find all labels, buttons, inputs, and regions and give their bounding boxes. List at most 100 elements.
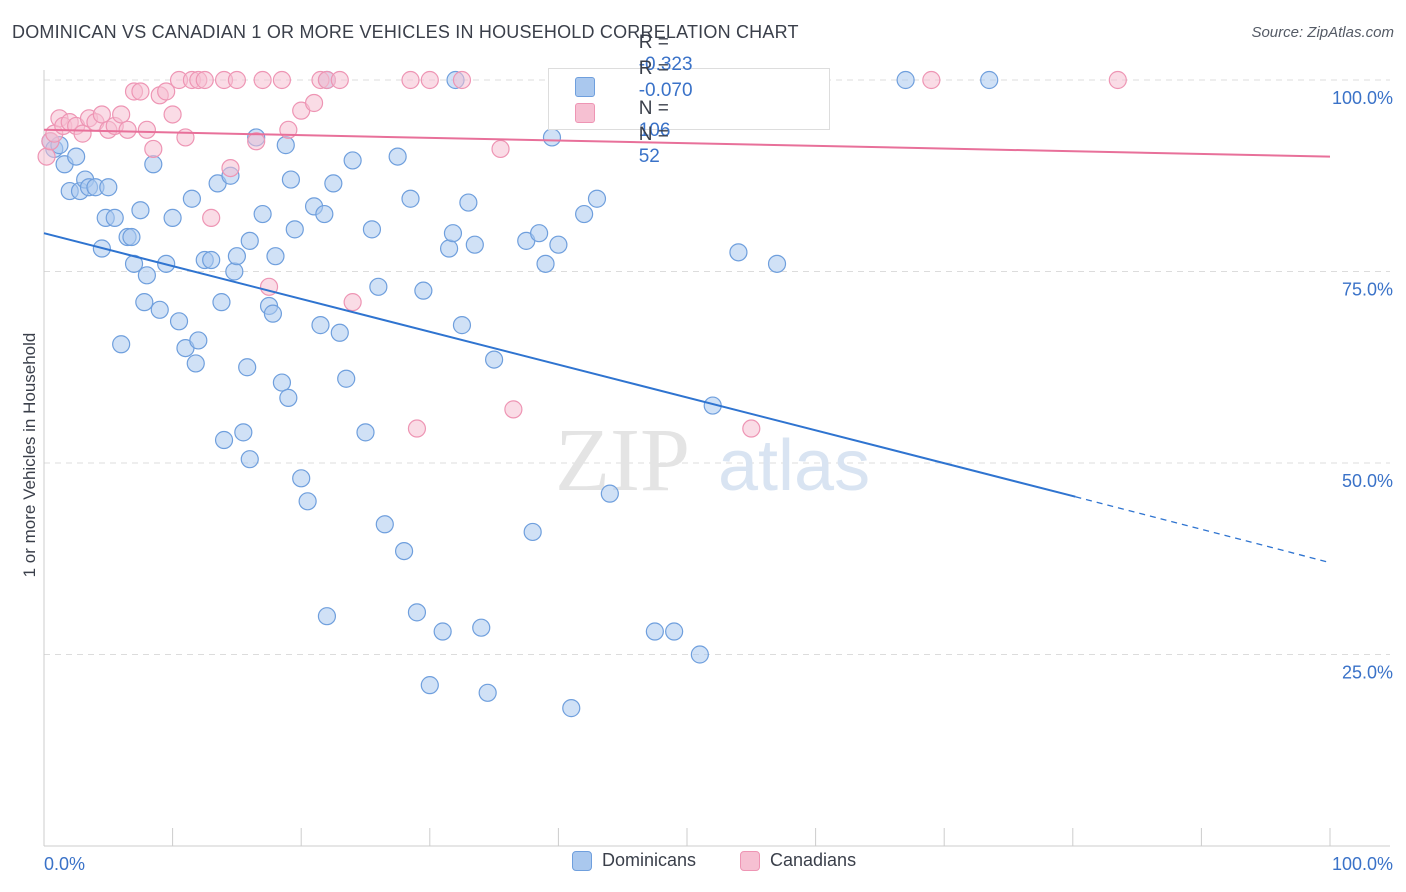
canadian-point [37, 147, 56, 166]
dominican-point [530, 224, 549, 243]
dominican-point [439, 239, 459, 258]
dominican-point [420, 676, 439, 695]
dominican-point [600, 484, 619, 503]
dominican-trend-extension [1075, 496, 1331, 564]
canadian-point [247, 132, 266, 151]
legend-item-canadians[interactable]: Canadians [740, 850, 856, 871]
canadians-stats-text: R = -0.070 N = 52 [607, 36, 693, 190]
dominican-point [459, 193, 478, 212]
dominican-point [575, 204, 594, 224]
dominican-point [212, 293, 231, 312]
dominican-point [169, 312, 189, 331]
canadian-point [401, 70, 420, 90]
dominican-point [324, 174, 343, 193]
dominican-point [182, 189, 201, 208]
canadian-point [343, 293, 362, 312]
canadian-point [112, 105, 131, 124]
dominican-point [234, 423, 253, 442]
r-value: -0.070 [638, 80, 693, 101]
canadian-point [330, 70, 349, 90]
n-value: 106 [638, 120, 671, 141]
dominicans-stats-swatch [575, 77, 595, 97]
canadian-point [407, 419, 427, 438]
dominican-point [407, 603, 427, 622]
canadian-point [504, 400, 523, 419]
dominican-point [478, 683, 497, 702]
dominican-point [549, 235, 568, 254]
stats-row-canadians: R = -0.070 N = 52 [549, 58, 829, 167]
watermark-atlas: atlas [718, 426, 870, 506]
dominican-point [281, 170, 301, 189]
watermark-zip: ZIP [555, 411, 690, 510]
dominican-point [362, 220, 382, 239]
canadian-point [92, 105, 111, 124]
y-tick-label: 75.0% [1342, 280, 1393, 300]
dominican-point [587, 189, 607, 208]
dominican-point [536, 254, 555, 273]
dominican-point [105, 208, 124, 227]
canadians-stats-swatch [575, 103, 595, 123]
dominican-point [433, 622, 452, 641]
canadian-point [452, 70, 472, 90]
dominican-point [472, 618, 491, 637]
canadian-point [227, 70, 246, 90]
dominican-point [645, 622, 664, 641]
dominican-point [562, 699, 581, 718]
y-tick-label: 100.0% [1332, 88, 1393, 108]
dominican-point [131, 201, 150, 220]
canadian-point [137, 120, 156, 139]
canadian-point [221, 158, 240, 178]
dominican-point [690, 645, 709, 664]
dominican-point [292, 469, 311, 488]
canadian-point [1108, 70, 1127, 90]
dominican-point [112, 335, 131, 354]
dominican-point [137, 266, 156, 285]
stats-legend-box: R = -0.323 N = 106 R = -0.070 N = 52 [548, 32, 830, 167]
dominican-point [729, 243, 748, 262]
legend-swatch-dominicans [572, 850, 592, 871]
legend-label-dominicans: Dominicans [602, 850, 697, 870]
dominican-point [253, 204, 272, 224]
canadian-point [144, 139, 163, 159]
canadian-point [118, 120, 137, 139]
dominican-point [337, 369, 356, 388]
dominican-point [238, 358, 257, 377]
bottom-legend: Dominicans Canadians [0, 850, 1406, 878]
dominican-point [225, 262, 244, 281]
dominican-point [414, 281, 433, 300]
dominican-point [266, 247, 285, 266]
dominican-point [279, 388, 298, 407]
dominican-point [443, 224, 463, 243]
dominican-point [214, 430, 234, 450]
dominican-point [163, 208, 182, 227]
legend-item-dominicans[interactable]: Dominicans [572, 850, 696, 871]
dominican-point [542, 128, 562, 147]
legend-swatch-canadians [740, 850, 760, 871]
stats-row-dominicans: R = -0.323 N = 106 [549, 32, 829, 141]
dominican-point [311, 316, 330, 335]
dominican-point [452, 316, 472, 335]
dominican-point [401, 189, 420, 208]
canadian-point [176, 128, 195, 147]
dominican-point [343, 151, 362, 170]
dominican-point [240, 231, 259, 250]
dominican-point [394, 541, 414, 561]
canadian-point [157, 82, 176, 101]
x-tick-label: 0.0% [44, 854, 85, 874]
dominican-point [980, 70, 999, 90]
canadian-trend-line [43, 128, 1331, 158]
n-label: N = [638, 124, 669, 145]
dominican-point [227, 247, 246, 266]
dominicans-stats-text: R = -0.323 N = 106 [607, 10, 693, 164]
dominican-point [144, 155, 163, 174]
canadian-point [253, 70, 272, 90]
canadian-point [202, 208, 221, 227]
chart-title: DOMINICAN VS CANADIAN 1 OR MORE VEHICLES… [12, 22, 799, 42]
dominican-point [186, 354, 205, 373]
dominican-point [317, 607, 337, 626]
dominican-point [263, 304, 283, 323]
y-tick-label: 25.0% [1342, 663, 1393, 683]
r-label: R = [638, 58, 669, 79]
dominican-point [388, 147, 407, 166]
